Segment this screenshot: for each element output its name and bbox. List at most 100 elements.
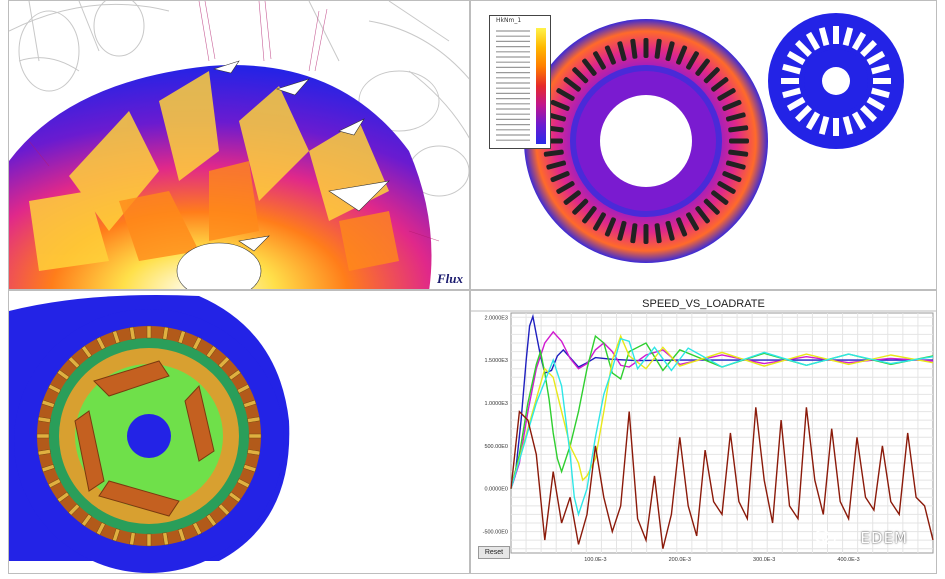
stator-slot: [794, 39, 812, 57]
stator-slot: [805, 31, 821, 51]
stator-slot: [782, 87, 802, 99]
stator-slot: [717, 88, 736, 101]
stator-tooth: [56, 369, 70, 381]
stator-slot: [725, 160, 746, 170]
stator-slot: [572, 67, 589, 84]
stator-slot: [556, 88, 575, 101]
stator-slot: [703, 198, 720, 215]
stator-slot: [617, 220, 627, 241]
stator-slot: [563, 77, 581, 92]
stator-tooth: [56, 491, 70, 503]
series-line-1: [510, 313, 933, 489]
stator-tooth: [47, 478, 62, 489]
stator-slot: [582, 58, 597, 76]
x-tick-label: 200.0E-3: [669, 557, 691, 563]
stator-tooth: [243, 464, 257, 473]
stator-tooth: [47, 383, 62, 394]
stator-tooth: [68, 356, 81, 369]
stator-slot: [654, 223, 662, 244]
y-tick-label: -500.00E0: [483, 530, 508, 536]
stator-slot: [630, 38, 638, 59]
stator-slot: [786, 50, 806, 66]
stator-slot: [729, 138, 749, 144]
stator-slot: [860, 105, 878, 123]
stator-tooth: [247, 449, 261, 456]
stator-tooth: [41, 399, 55, 408]
stator-slot: [711, 77, 729, 92]
stator-tooth: [217, 356, 230, 369]
stator-tooth: [177, 528, 186, 542]
y-tick-label: 1.0000E3: [484, 401, 508, 407]
stator-slot: [842, 115, 854, 135]
stator-tooth: [129, 532, 136, 546]
motor-cross-section: [524, 13, 904, 263]
stator-slot: [703, 67, 720, 84]
y-tick-label: 500.00E0: [484, 444, 508, 450]
stator-slot: [665, 41, 675, 62]
stator-tooth: [96, 336, 106, 350]
rotor-field-plot: [9, 1, 469, 289]
stator-slot: [873, 78, 891, 84]
stator-tooth: [192, 522, 202, 536]
stator-tooth: [96, 522, 106, 536]
stator-slot: [676, 45, 688, 65]
stator-slot: [665, 220, 675, 241]
watermark: EDEM: [860, 529, 908, 547]
stator-tooth: [37, 449, 51, 456]
stator-slot: [550, 99, 570, 111]
stator-tooth: [217, 503, 230, 516]
stator-slot: [556, 181, 575, 194]
speed-vs-loadrate-chart: 2.0000E3 1.5000E3 1.0000E3 500.00E0 0.0000E0…: [471, 310, 936, 563]
stator-slot: [604, 217, 616, 237]
x-tick-label: 300.0E-3: [753, 557, 775, 563]
stator-slot: [543, 149, 564, 157]
stator-slot: [604, 45, 616, 65]
stator-tooth: [112, 528, 121, 542]
stator-slot: [630, 223, 638, 244]
stator-tooth: [228, 369, 242, 381]
stator-slot: [860, 39, 878, 57]
x-tick-label: 400.0E-3: [837, 557, 859, 563]
stator-slot: [782, 63, 802, 75]
series-line-5: [510, 337, 934, 517]
stator-tooth: [36, 433, 50, 439]
stator-tooth: [177, 330, 186, 344]
stator-tooth: [146, 533, 152, 547]
stator-tooth: [162, 532, 169, 546]
stator-slot: [546, 160, 567, 170]
stator-slot: [833, 118, 839, 136]
legend-color-scale: [536, 28, 546, 144]
stator-slot: [833, 26, 839, 44]
stator-slot: [686, 212, 699, 231]
stator-tooth: [146, 325, 152, 339]
stator-tooth: [41, 464, 55, 473]
stator-slot: [866, 96, 886, 112]
stator-tooth: [192, 336, 202, 350]
y-tick-label: 0.0000E0: [484, 487, 508, 493]
stator-slot: [818, 27, 830, 47]
stator-slot: [866, 50, 886, 66]
stator-slot: [786, 96, 806, 112]
flux-logo: Flux: [436, 271, 463, 286]
stator-tooth: [228, 491, 242, 503]
wechat-icon: [814, 529, 836, 545]
x-tick-label: 100.0E-3: [584, 557, 606, 563]
chart-title: SPEED_VS_LOADRATE: [642, 298, 765, 310]
stator-tooth: [236, 478, 251, 489]
flux-field-panel: Flux: [8, 0, 470, 290]
stator-slot: [851, 111, 867, 131]
stator-slot: [711, 190, 729, 205]
stator-slot: [695, 206, 710, 224]
motor-3d-view: [9, 295, 290, 573]
stator-tooth: [243, 399, 257, 408]
motor-3d-panel: [8, 290, 470, 574]
stator-slot: [851, 31, 867, 51]
stator-slot: [722, 171, 742, 183]
stator-slot: [870, 63, 890, 75]
stator-slot: [572, 198, 589, 215]
stator-tooth: [162, 326, 169, 340]
reset-button[interactable]: Reset: [478, 546, 510, 559]
stator-tooth: [248, 433, 262, 439]
stator-slot: [654, 38, 662, 59]
stator-slot: [818, 115, 830, 135]
